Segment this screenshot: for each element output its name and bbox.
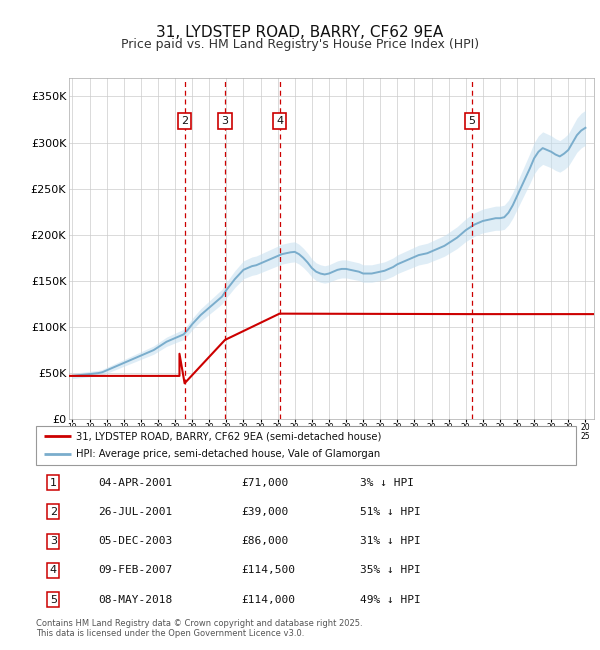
Text: 3% ↓ HPI: 3% ↓ HPI bbox=[360, 478, 414, 488]
Text: 5: 5 bbox=[50, 595, 57, 604]
Text: 04-APR-2001: 04-APR-2001 bbox=[98, 478, 172, 488]
Text: 5: 5 bbox=[469, 116, 475, 125]
Text: £71,000: £71,000 bbox=[241, 478, 289, 488]
FancyBboxPatch shape bbox=[36, 426, 576, 465]
Text: 09-FEB-2007: 09-FEB-2007 bbox=[98, 566, 172, 575]
Text: 4: 4 bbox=[276, 116, 283, 125]
Text: HPI: Average price, semi-detached house, Vale of Glamorgan: HPI: Average price, semi-detached house,… bbox=[77, 449, 381, 459]
Text: 3: 3 bbox=[221, 116, 229, 125]
Text: £86,000: £86,000 bbox=[241, 536, 289, 546]
Text: 49% ↓ HPI: 49% ↓ HPI bbox=[360, 595, 421, 604]
Text: Contains HM Land Registry data © Crown copyright and database right 2025.
This d: Contains HM Land Registry data © Crown c… bbox=[36, 619, 362, 638]
Text: Price paid vs. HM Land Registry's House Price Index (HPI): Price paid vs. HM Land Registry's House … bbox=[121, 38, 479, 51]
Text: £39,000: £39,000 bbox=[241, 507, 289, 517]
Text: 31, LYDSTEP ROAD, BARRY, CF62 9EA (semi-detached house): 31, LYDSTEP ROAD, BARRY, CF62 9EA (semi-… bbox=[77, 432, 382, 441]
Text: 26-JUL-2001: 26-JUL-2001 bbox=[98, 507, 172, 517]
Text: 3: 3 bbox=[50, 536, 57, 546]
Text: 1: 1 bbox=[50, 478, 57, 488]
Text: 31% ↓ HPI: 31% ↓ HPI bbox=[360, 536, 421, 546]
Text: 51% ↓ HPI: 51% ↓ HPI bbox=[360, 507, 421, 517]
Text: 4: 4 bbox=[50, 566, 57, 575]
Text: £114,500: £114,500 bbox=[241, 566, 295, 575]
Text: 05-DEC-2003: 05-DEC-2003 bbox=[98, 536, 172, 546]
Text: 31, LYDSTEP ROAD, BARRY, CF62 9EA: 31, LYDSTEP ROAD, BARRY, CF62 9EA bbox=[157, 25, 443, 40]
Text: 2: 2 bbox=[181, 116, 188, 125]
Text: £114,000: £114,000 bbox=[241, 595, 295, 604]
Text: 2: 2 bbox=[50, 507, 57, 517]
Text: 35% ↓ HPI: 35% ↓ HPI bbox=[360, 566, 421, 575]
Text: 08-MAY-2018: 08-MAY-2018 bbox=[98, 595, 172, 604]
